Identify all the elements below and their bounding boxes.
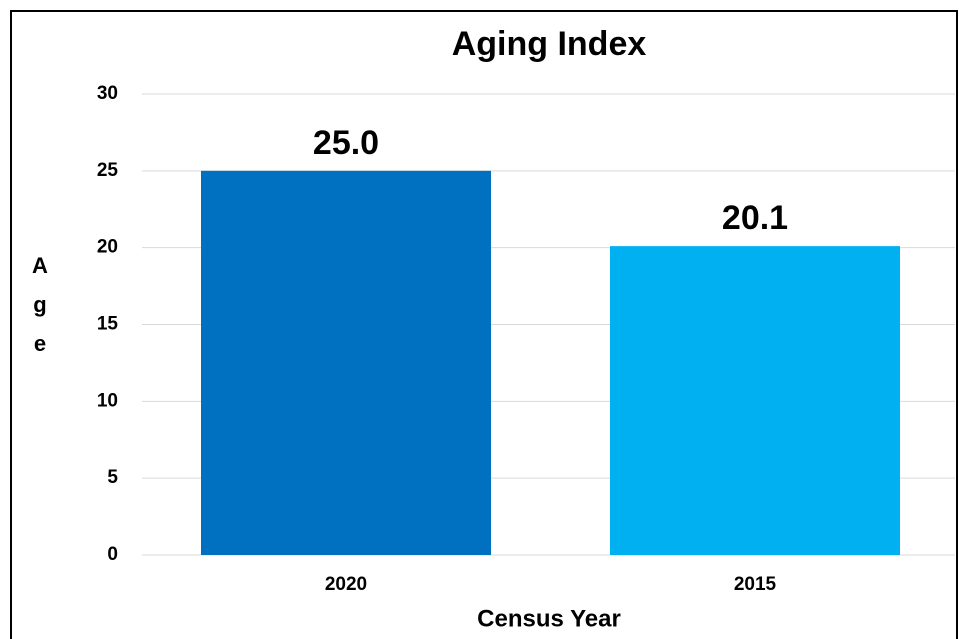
bar <box>201 170 491 556</box>
y-tick-label: 15 <box>97 314 119 335</box>
y-tick-label: 0 <box>107 544 118 565</box>
y-tick-label: 30 <box>97 83 118 104</box>
y-axis-title: Age <box>32 253 48 356</box>
value-label: 20.1 <box>722 199 788 237</box>
x-axis-title: Census Year <box>477 605 621 632</box>
chart-title: Aging Index <box>452 25 647 63</box>
x-tick-label: 2020 <box>325 574 367 595</box>
chart-border <box>10 10 958 639</box>
bar <box>610 246 900 555</box>
y-tick-label: 25 <box>97 160 119 181</box>
y-tick-label: 10 <box>97 390 118 411</box>
y-tick-label: 20 <box>97 237 118 258</box>
y-tick-label: 5 <box>107 467 118 488</box>
x-tick-label: 2015 <box>734 574 777 595</box>
value-label: 25.0 <box>313 124 379 162</box>
